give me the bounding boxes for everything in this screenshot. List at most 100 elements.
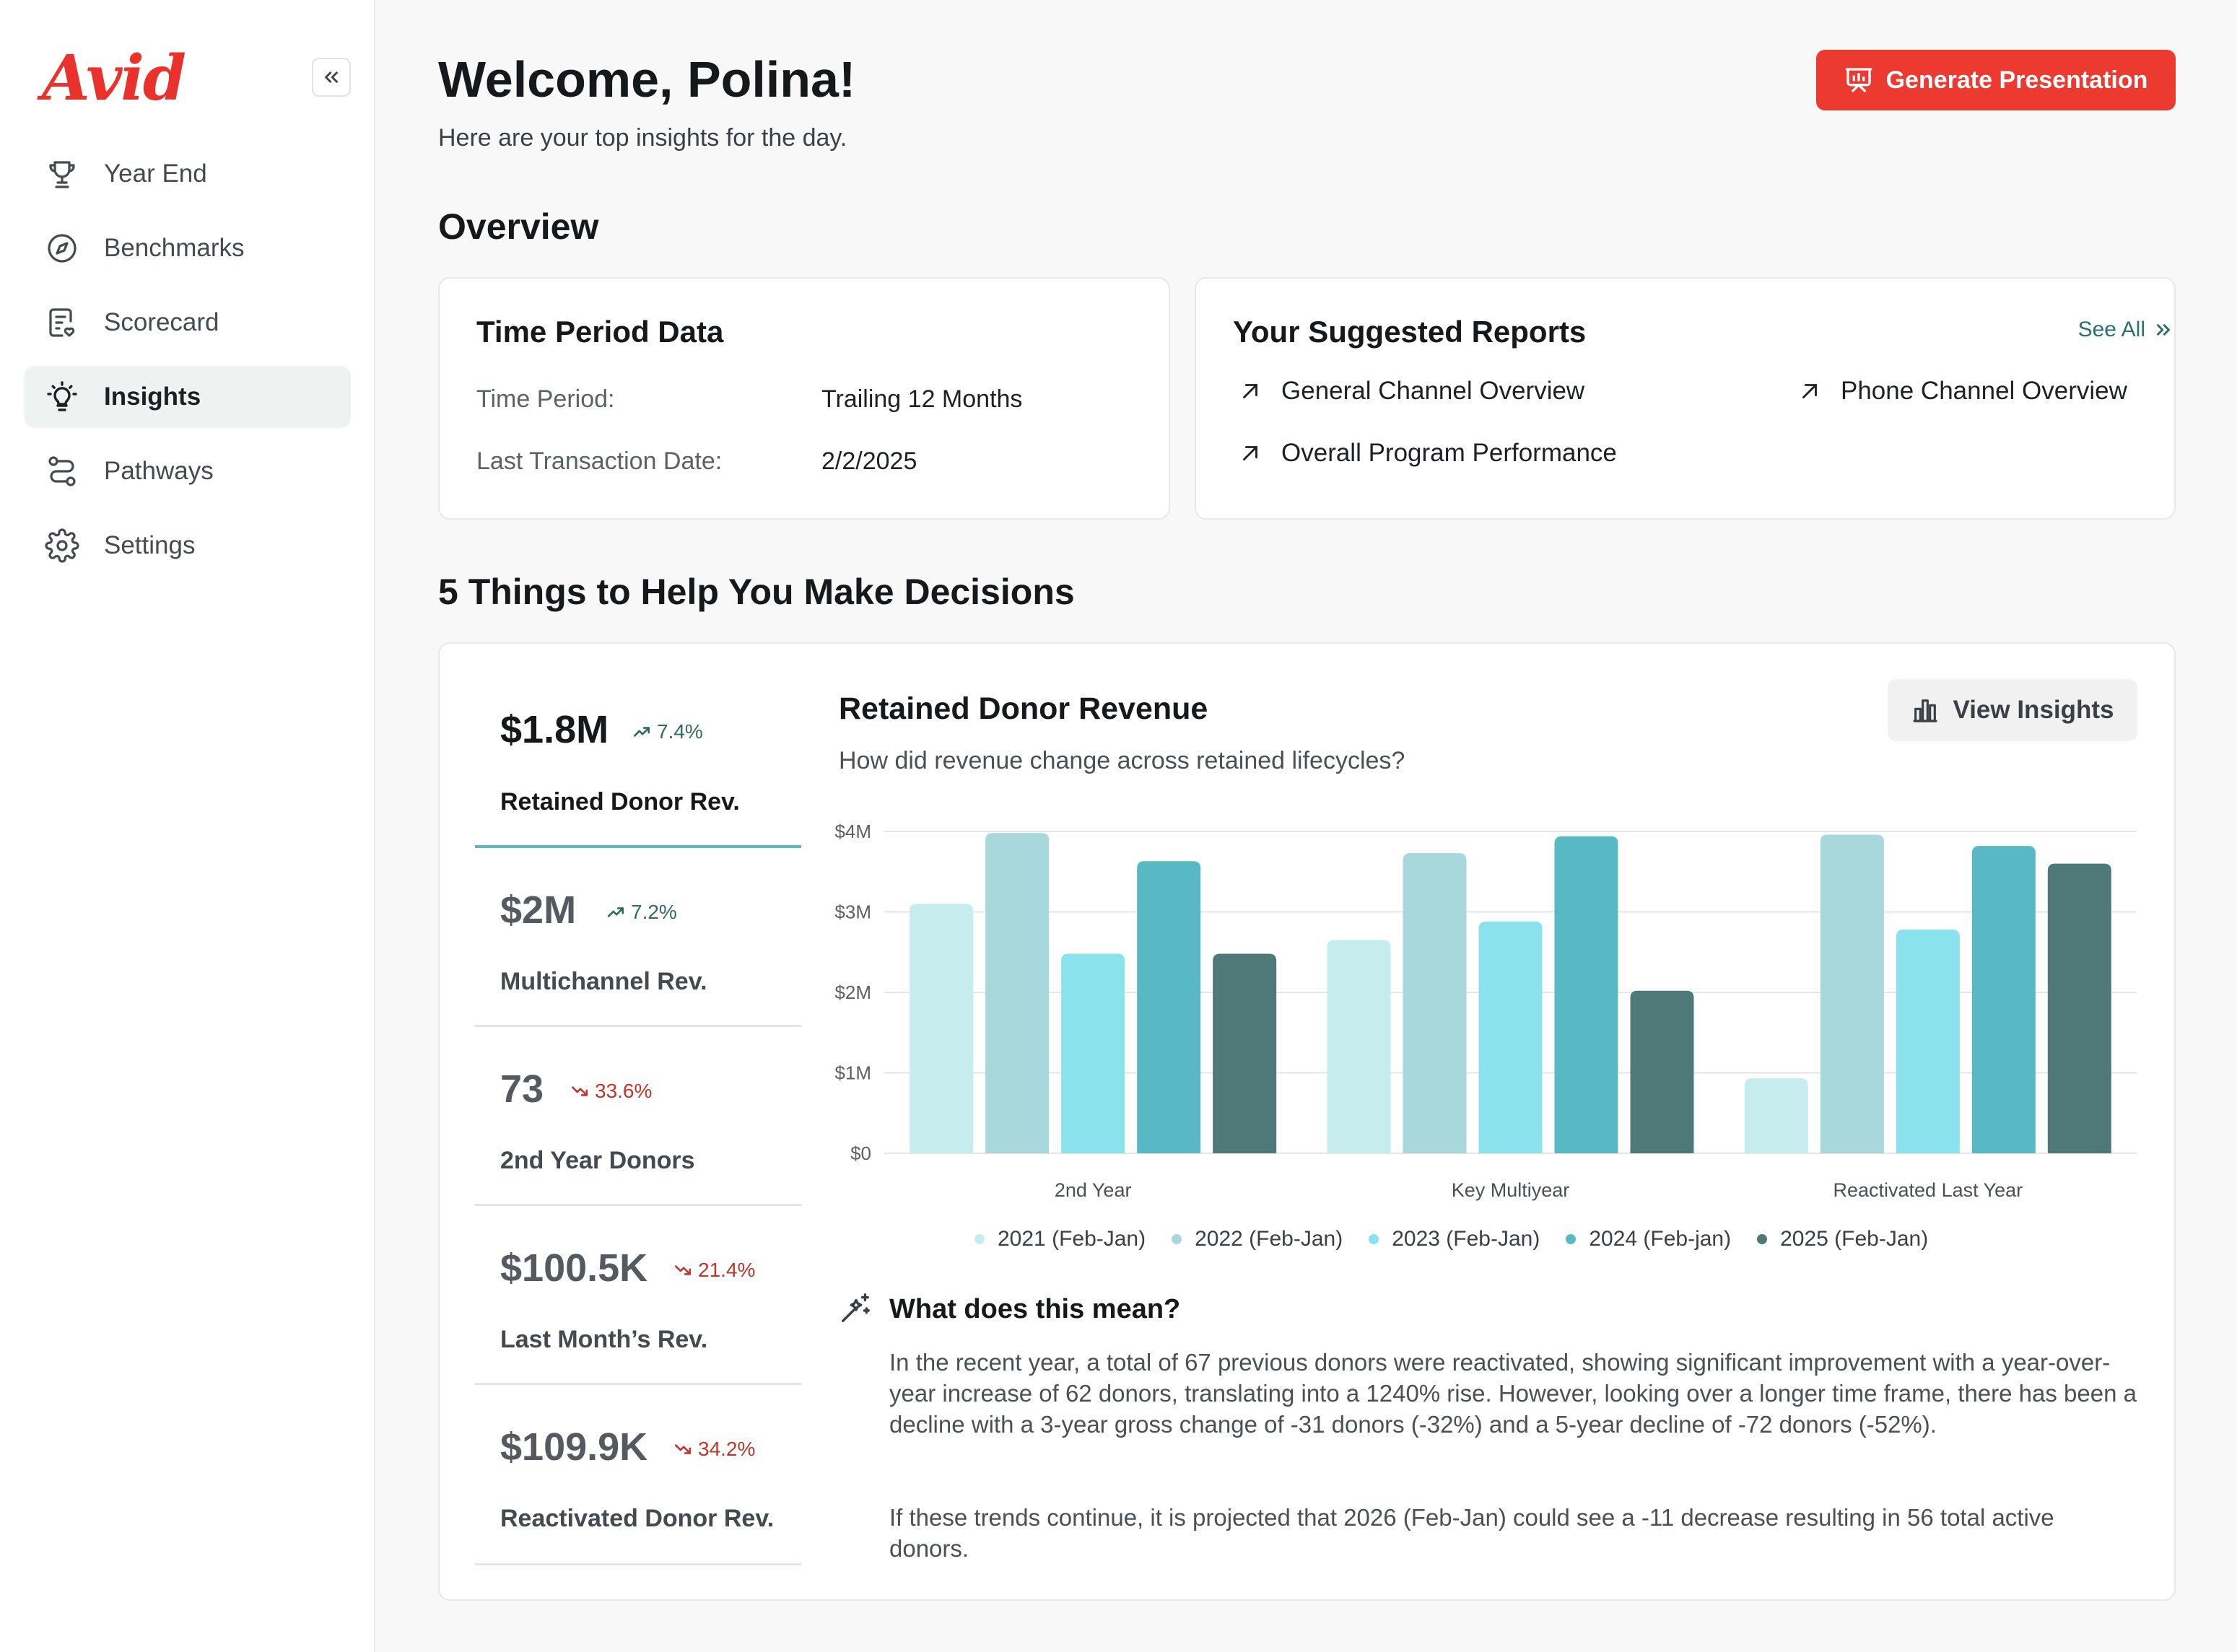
metric-multichannel-rev[interactable]: $2M 7.2% Multichannel Rev.: [475, 848, 801, 1027]
bar: [1744, 1078, 1808, 1153]
presentation-icon: [1844, 66, 1873, 95]
metric-name: Retained Donor Rev.: [500, 788, 740, 816]
view-insights-label: View Insights: [1953, 696, 2114, 724]
bar-chart-icon: [1911, 696, 1940, 725]
scorecard-icon: [43, 304, 81, 341]
legend-label: 2025 (Feb-Jan): [1780, 1227, 1929, 1251]
metric-value: $100.5K: [500, 1246, 648, 1290]
sidebar-item-label: Pathways: [104, 457, 214, 485]
legend-item: 2021 (Feb-Jan): [974, 1227, 1146, 1251]
trend-down-icon: [674, 1444, 692, 1454]
metric-name: Last Month’s Rev.: [500, 1326, 708, 1353]
retained-donor-revenue-chart: $0 $1M $2M $3M $4M 2nd Year Key Multiyear React…: [834, 821, 2137, 1201]
trend-up-icon: [607, 907, 624, 917]
chart-title: Retained Donor Revenue: [839, 691, 1208, 726]
sidebar-item-label: Year End: [104, 159, 207, 188]
bar: [1327, 940, 1391, 1153]
metric-change: 7.2%: [606, 901, 677, 924]
legend-swatch: [1757, 1234, 1768, 1244]
bar: [2047, 863, 2111, 1153]
legend-swatch: [1172, 1234, 1182, 1244]
trend-down-icon: [571, 1086, 588, 1096]
trend-up-icon: [633, 727, 650, 737]
metric-value: $2M: [500, 888, 577, 932]
metric-change-value: 7.4%: [657, 720, 703, 743]
time-period-label: Time Period:: [476, 385, 615, 413]
view-insights-button[interactable]: View Insights: [1888, 679, 2137, 741]
generate-presentation-button[interactable]: Generate Presentation: [1816, 50, 2176, 110]
sidebar-item-benchmarks[interactable]: Benchmarks: [25, 217, 351, 279]
bar: [1137, 861, 1201, 1153]
bar: [1061, 953, 1125, 1153]
x-tick-label: 2nd Year: [1055, 1179, 1132, 1201]
collapse-sidebar-button[interactable]: [312, 58, 351, 97]
metric-change-value: 7.2%: [631, 901, 677, 923]
metric-change-value: 21.4%: [698, 1259, 756, 1281]
y-tick-label: $3M: [834, 901, 871, 923]
metric-last-month-rev[interactable]: $100.5K 21.4% Last Month’s Rev.: [475, 1206, 801, 1385]
metric-reactivated-donor-rev[interactable]: $109.9K 34.2% Reactivated Donor Rev.: [475, 1385, 801, 1565]
metric-change: 34.2%: [673, 1438, 755, 1461]
generate-presentation-label: Generate Presentation: [1885, 66, 2148, 94]
sidebar-item-insights[interactable]: Insights: [25, 366, 351, 428]
trend-down-icon: [674, 1265, 692, 1275]
sidebar-item-scorecard[interactable]: Scorecard: [25, 292, 351, 354]
sidebar-item-pathways[interactable]: Pathways: [25, 440, 351, 502]
sidebar-item-label: Scorecard: [104, 308, 219, 336]
metric-change-value: 34.2%: [698, 1438, 756, 1460]
sidebar-item-settings[interactable]: Settings: [25, 515, 351, 577]
legend-label: 2021 (Feb-Jan): [998, 1227, 1146, 1251]
y-tick-label: $1M: [834, 1062, 871, 1084]
arrow-up-right-icon: [1238, 441, 1263, 466]
metric-change-value: 33.6%: [595, 1080, 653, 1102]
y-tick-label: $2M: [834, 982, 871, 1003]
legend-item: 2025 (Feb-Jan): [1757, 1227, 1928, 1251]
y-tick-label: $0: [850, 1142, 871, 1164]
bar: [1403, 853, 1467, 1153]
legend-label: 2023 (Feb-Jan): [1392, 1227, 1540, 1251]
metric-2nd-year-donors[interactable]: 73 33.6% 2nd Year Donors: [475, 1027, 801, 1206]
arrow-up-right-icon: [1797, 379, 1822, 403]
see-all-label: See All: [2077, 318, 2145, 341]
legend-swatch: [1566, 1234, 1577, 1244]
gear-icon: [43, 527, 81, 564]
metric-name: Multichannel Rev.: [500, 968, 707, 995]
legend-item: 2023 (Feb-Jan): [1369, 1227, 1540, 1251]
see-all-link[interactable]: See All: [2078, 318, 2174, 342]
sidebar-item-label: Insights: [104, 383, 201, 411]
metric-change: 33.6%: [570, 1080, 652, 1103]
sidebar-item-label: Settings: [104, 531, 196, 559]
chevrons-left-icon: [325, 71, 338, 83]
sparkles-icon: [839, 1292, 872, 1329]
sidebar: Avid Year End Benchmarks Scorecard: [0, 0, 375, 1652]
page-subtitle: Here are your top insights for the day.: [438, 124, 847, 152]
app-logo[interactable]: Avid: [42, 42, 186, 115]
trophy-icon: [43, 155, 81, 193]
bar: [1820, 834, 1884, 1153]
sidebar-item-label: Benchmarks: [104, 234, 245, 262]
overview-heading: Overview: [438, 206, 599, 247]
chart-legend: 2021 (Feb-Jan) 2022 (Feb-Jan) 2023 (Feb-…: [974, 1227, 1928, 1251]
legend-label: 2022 (Feb-Jan): [1195, 1227, 1343, 1251]
metric-retained-donor-rev[interactable]: $1.8M 7.4% Retained Donor Rev.: [475, 686, 801, 848]
report-link-overall-program[interactable]: Overall Program Performance: [1238, 439, 1617, 468]
x-tick-label: Reactivated Last Year: [1833, 1179, 2023, 1201]
compass-icon: [43, 230, 81, 267]
report-link-general-channel[interactable]: General Channel Overview: [1238, 377, 1584, 406]
time-period-title: Time Period Data: [476, 315, 724, 349]
metric-value: $109.9K: [500, 1425, 648, 1469]
metric-change: 7.4%: [632, 720, 703, 743]
chart-subtitle: How did revenue change across retained l…: [839, 747, 1405, 774]
bar: [1971, 846, 2036, 1153]
insights-card: [438, 642, 2176, 1601]
arrow-up-right-icon: [1238, 379, 1263, 403]
metric-value: $1.8M: [500, 708, 609, 751]
meaning-heading: What does this mean?: [889, 1294, 1181, 1324]
pathways-icon: [43, 453, 81, 490]
report-link-phone-channel[interactable]: Phone Channel Overview: [1797, 377, 2127, 406]
suggested-reports-title: Your Suggested Reports: [1233, 315, 1587, 349]
sidebar-item-year-end[interactable]: Year End: [25, 143, 351, 205]
metric-name: Reactivated Donor Rev.: [500, 1505, 775, 1532]
last-transaction-value: 2/2/2025: [821, 447, 917, 475]
meaning-paragraph-1: In the recent year, a total of 67 previo…: [889, 1349, 2137, 1438]
